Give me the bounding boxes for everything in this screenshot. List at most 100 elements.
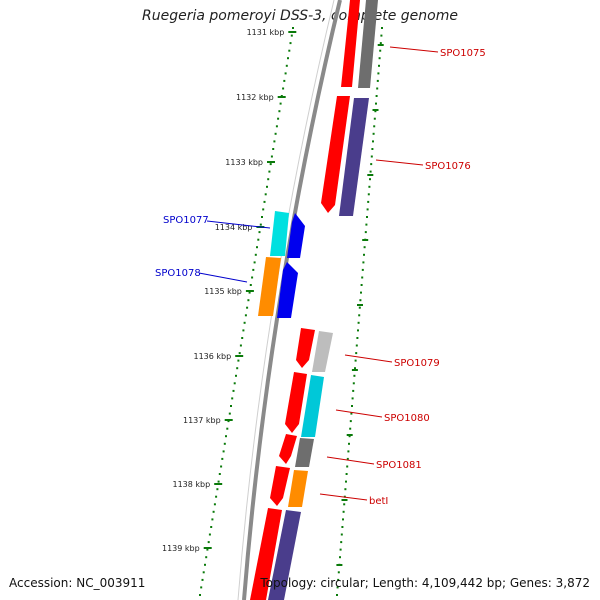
scale-dot-left [215,495,218,498]
scale-dot-right [354,367,356,370]
connector-spo1080 [335,409,383,418]
scale-dot-left [227,420,230,423]
gene-block-spo1075-right[interactable] [358,0,378,88]
scale-dot-left [210,526,213,528]
scale-dot-right [345,480,347,483]
scale-tick-label: 1132 kbp [236,93,274,102]
scale-dot-right [349,420,352,423]
connector-spo1078 [198,272,248,283]
scale-dot-right [369,178,371,181]
scale-dot-right [367,193,370,196]
gene-block-spo1076-right[interactable] [339,98,369,216]
scale-dot-left [268,170,271,173]
gene-label-spo1080[interactable]: SPO1080 [384,413,430,424]
gene-block-spo1078-right[interactable] [277,262,298,318]
scale-dot-left [217,480,220,483]
scale-dot-right [358,306,361,309]
scale-dot-right [351,397,354,400]
gene-label-beti[interactable]: betI [369,496,388,507]
scale-dot-left [212,510,215,513]
scale-dot-left [269,163,272,166]
scale-tick-label: 1136 kbp [193,352,231,361]
scale-dot-right [376,87,379,90]
scale-dot-right [337,571,340,574]
scale-dot-left [235,374,237,377]
gene-block-spo1081-left[interactable] [279,434,297,464]
gene-block-spo1077-left[interactable] [270,211,289,256]
gene-block-spo1076-left[interactable] [321,96,350,213]
gene-block-spo1080-left[interactable] [285,372,307,433]
gene-block-beti-left[interactable] [270,466,290,506]
scale-dot-right [379,42,382,45]
scale-dot-right [370,163,373,166]
scale-dot-left [238,352,241,355]
scale-dot-right [360,284,363,286]
scale-dot-left [259,223,262,226]
gene-block-spo1078-left[interactable] [258,257,281,316]
scale-dot-right [357,321,360,324]
gene-label-spo1077[interactable]: SPO1077 [163,215,209,226]
scale-dot-right [376,79,379,82]
scale-dot-right [363,253,365,256]
scale-dot-right [340,533,343,536]
scale-dot-left [253,261,256,264]
scale-dot-left [264,193,267,196]
scale-dot-left [231,397,234,400]
scale-dot-right [379,49,382,52]
scale-dot-left [223,442,226,445]
connector-spo1076 [375,159,424,166]
connector-spo1077 [206,220,271,229]
scale-dot-left [220,465,223,468]
scale-dot-right [343,503,346,506]
scale-dot-right [381,27,383,29]
gene-label-spo1079[interactable]: SPO1079 [394,358,440,369]
scale-dot-right [356,337,359,339]
scale-ticks: 1131 kbp 1132 kbp 1133 kbp 1134 kbp 1135 kbp… [162,28,384,566]
scale-dot-left [278,110,281,113]
scale-dot-left [258,231,261,234]
scale-dot-left [249,284,252,286]
gene-block-spo1079-right[interactable] [312,331,333,372]
scale-dot-right [366,208,369,211]
gene-block-beti-right[interactable] [288,470,308,507]
gene-block-next-left[interactable] [250,508,282,600]
scale-dot-left [208,533,211,536]
scale-dot-left [228,412,231,415]
gene-label-spo1081[interactable]: SPO1081 [376,460,422,471]
scale-dot-right [373,117,376,120]
scale-dot-right [375,102,377,105]
scale-dot-left [211,518,214,521]
scale-dot-right [374,110,377,113]
scale-dot-right [368,185,371,188]
scale-dot-left [222,450,225,453]
scale-dot-left [200,586,203,589]
scale-dot-left [289,42,292,45]
gene-label-spo1078[interactable]: SPO1078 [155,268,201,279]
scale-dot-right [363,246,366,249]
gene-block-spo1077-right[interactable] [287,213,305,258]
scale-dot-right [352,389,355,392]
scale-dot-left [239,344,242,347]
scale-dot-right [378,64,380,67]
scale-dot-left [263,200,266,203]
scale-dot-left [283,79,286,82]
scale-tick-label: 1131 kbp [247,28,285,37]
scale-dot-left [279,102,282,105]
scale-tick-label: 1134 kbp [215,223,253,232]
gene-block-next-right[interactable] [268,510,301,600]
gene-block-spo1080-right[interactable] [301,375,324,437]
scale-dot-left [241,337,244,339]
scale-dot-right [342,510,345,513]
scale-dot-left [237,359,240,362]
scale-dot-right [370,155,373,158]
gene-block-spo1079-left[interactable] [296,328,315,368]
gene-label-spo1076[interactable]: SPO1076 [425,161,471,172]
gene-block-spo1081-right[interactable] [295,438,314,467]
scale-dot-right [337,578,340,581]
scale-dot-left [290,34,293,37]
scale-dot-right [365,223,368,226]
scale-dot-left [287,57,289,60]
connector-beti [319,493,368,501]
gene-label-spo1075[interactable]: SPO1075 [440,48,486,59]
gene-block-spo1075-left[interactable] [341,0,360,87]
